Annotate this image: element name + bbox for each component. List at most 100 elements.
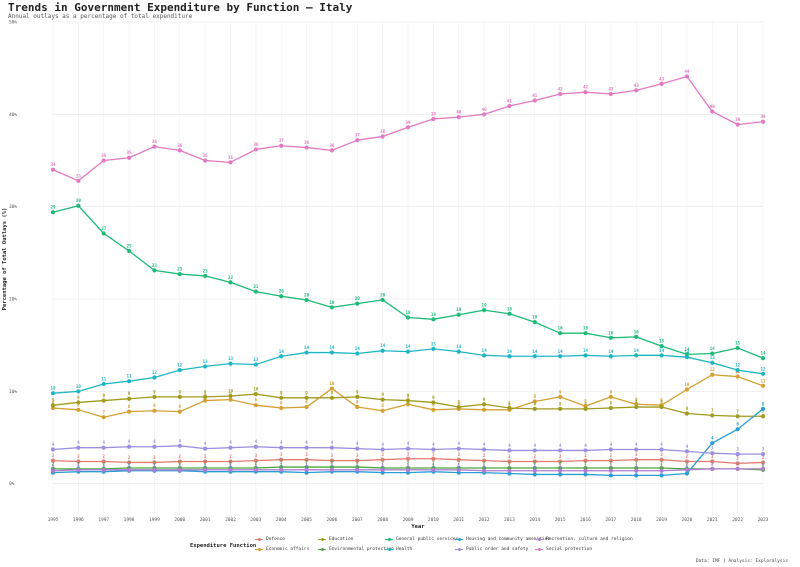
- data-point: [152, 467, 157, 472]
- data-label: 1: [128, 463, 131, 468]
- data-label: 2: [584, 460, 587, 465]
- data-point: [152, 394, 157, 399]
- series-general-public-services: 29 30 27 25 23 23 23 22 21 20 20 19 20 20 18 18 18 19 18 18…: [50, 198, 766, 361]
- data-label: 36: [253, 142, 259, 147]
- data-point: [304, 467, 309, 472]
- data-label: 12: [177, 363, 183, 368]
- source-caption: Data: IMF | Analysis: Exploralysis: [695, 559, 788, 564]
- data-label: 8: [128, 404, 131, 409]
- data-label: 40: [482, 107, 488, 112]
- data-label: 2: [128, 460, 131, 465]
- chart-title: Trends in Government Expenditure by Func…: [8, 1, 353, 14]
- data-point: [101, 381, 106, 387]
- legend-title: Expenditure Function: [190, 543, 257, 549]
- data-label: 1: [77, 464, 80, 469]
- data-label: 2: [153, 455, 156, 460]
- x-tick-label: 1998: [124, 517, 135, 523]
- series-social-protection: 34 33 35 35 36 36 35 35 36 37 36 36 37 38 39 39 40 40 41 41…: [50, 69, 766, 183]
- data-label: 2: [229, 460, 232, 465]
- data-point: [304, 145, 309, 150]
- data-point: [507, 311, 512, 316]
- data-label: 14: [684, 350, 690, 355]
- data-label: 27: [101, 226, 107, 231]
- x-tick-label: 2007: [352, 517, 363, 523]
- data-label: 9: [305, 390, 308, 395]
- x-tick-label: 1995: [48, 517, 59, 523]
- data-point: [710, 459, 715, 464]
- data-point: [405, 125, 411, 130]
- data-label: 1: [686, 462, 689, 467]
- data-label: 4: [635, 442, 638, 447]
- x-tick-label: 1997: [98, 517, 109, 523]
- data-point: [760, 383, 766, 388]
- data-label: 42: [583, 85, 589, 90]
- data-point: [481, 307, 487, 313]
- data-label: 4: [457, 441, 460, 446]
- data-point: [558, 448, 563, 453]
- data-label: 2: [280, 460, 283, 465]
- data-label: 1: [128, 462, 131, 467]
- data-label: 4: [179, 438, 182, 443]
- data-label: 20: [279, 289, 285, 294]
- data-label: 7: [711, 408, 714, 413]
- data-label: 2: [711, 461, 714, 466]
- data-label: 18: [405, 310, 411, 315]
- data-label: 9: [52, 398, 55, 403]
- data-label: 1: [305, 462, 308, 467]
- data-label: 1: [356, 462, 359, 467]
- data-label: 13: [203, 359, 209, 364]
- data-label: 43: [634, 83, 640, 88]
- y-tick-label: 30%: [9, 204, 17, 210]
- data-label: 4: [686, 444, 689, 449]
- data-label: 12: [152, 370, 158, 375]
- data-point: [50, 210, 56, 215]
- data-point: [431, 346, 436, 351]
- data-label: 14: [329, 345, 335, 350]
- data-label: 8: [762, 401, 765, 406]
- data-point: [456, 404, 461, 410]
- data-point: [532, 399, 537, 404]
- data-label: 7: [762, 409, 765, 414]
- data-point: [405, 467, 411, 472]
- data-label: 14: [558, 349, 564, 354]
- data-point: [634, 473, 639, 478]
- data-point: [608, 335, 613, 340]
- data-point: [380, 348, 385, 353]
- data-label: 20: [380, 292, 386, 297]
- data-label: 1: [331, 464, 334, 469]
- data-label: 2: [762, 462, 765, 467]
- data-label: 15: [735, 340, 741, 345]
- data-point: [456, 312, 461, 317]
- data-point: [279, 143, 284, 148]
- data-point: [481, 458, 487, 463]
- data-label: 4: [508, 443, 511, 448]
- data-point: [431, 456, 436, 461]
- data-point: [659, 344, 664, 349]
- data-label: 8: [508, 400, 511, 405]
- y-tick-label: 50%: [9, 20, 17, 26]
- data-point: [710, 440, 715, 446]
- legend-swatch: [455, 537, 463, 542]
- data-label: 9: [660, 398, 663, 403]
- data-label: 35: [127, 150, 133, 155]
- data-label: 4: [407, 441, 410, 446]
- data-point: [735, 427, 740, 432]
- data-point: [583, 406, 588, 411]
- data-point: [431, 467, 436, 472]
- data-label: 9: [610, 389, 613, 394]
- data-label: 3: [635, 452, 638, 457]
- data-point: [279, 457, 284, 462]
- data-point: [684, 471, 690, 476]
- data-point: [684, 449, 690, 454]
- data-label: 25: [127, 243, 133, 248]
- data-label: 8: [457, 400, 460, 405]
- x-tick-label: 2022: [732, 517, 743, 523]
- data-label: 1: [457, 462, 460, 467]
- data-label: 14: [608, 349, 614, 354]
- data-point: [760, 460, 766, 465]
- data-label: 43: [659, 76, 665, 81]
- data-point: [177, 368, 182, 373]
- x-tick-label: 1999: [149, 517, 160, 523]
- data-point: [456, 349, 461, 354]
- data-label: 1: [255, 464, 258, 469]
